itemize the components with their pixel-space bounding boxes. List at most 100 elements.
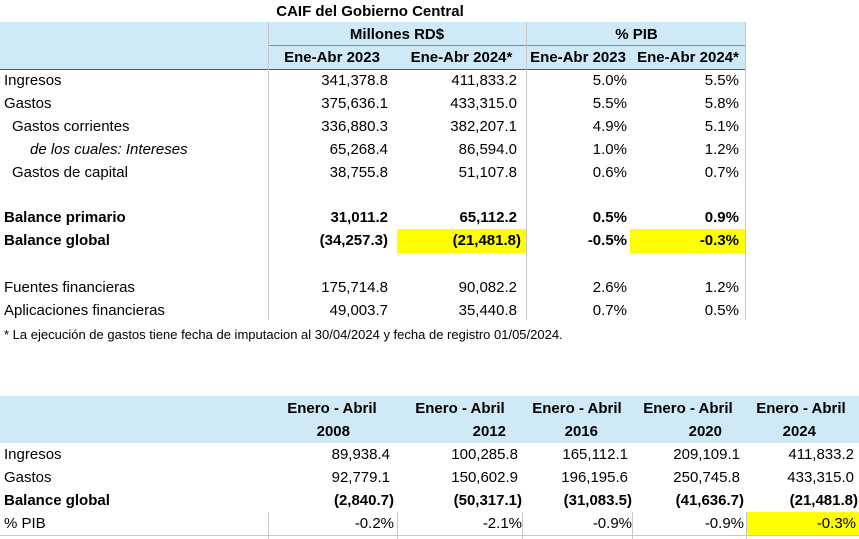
t2-col-header: Enero - Abril — [287, 400, 377, 417]
cell: -0.3% — [699, 232, 739, 249]
cell: 1.2% — [704, 279, 739, 296]
table-row: Ingresos 341,378.8 411,833.2 5.0% 5.5% — [0, 69, 746, 92]
table1-title: CAIF del Gobierno Central — [276, 3, 464, 20]
cell: -0.9% — [704, 515, 744, 532]
table2-sep — [397, 512, 398, 539]
cell: 0.5% — [704, 302, 739, 319]
table-row: Fuentes financieras 175,714.8 90,082.2 2… — [0, 276, 746, 299]
highlight-cell — [397, 229, 526, 253]
cell: (21,481.8) — [452, 232, 521, 249]
cell: -0.5% — [587, 232, 627, 249]
table-row: Aplicaciones financieras 49,003.7 35,440… — [0, 299, 746, 322]
group-underline-pib — [527, 45, 746, 46]
row-label: Gastos — [4, 469, 52, 486]
cell: (50,317.1) — [453, 492, 522, 509]
cell: 196,195.6 — [561, 469, 628, 486]
table-row: de los cuales: Intereses 65,268.4 86,594… — [0, 138, 746, 161]
cell: 341,378.8 — [321, 72, 388, 89]
col-header-pib-2024: Ene-Abr 2024* — [637, 49, 739, 66]
cell: (2,840.7) — [333, 492, 394, 509]
cell: 65,112.2 — [459, 209, 517, 226]
cell: (21,481.8) — [789, 492, 858, 509]
cell: 175,714.8 — [321, 279, 388, 296]
table-row: Gastos 375,636.1 433,315.0 5.5% 5.8% — [0, 92, 746, 115]
cell: 4.9% — [592, 118, 627, 135]
cell: 375,636.1 — [321, 95, 388, 112]
table2-bottom-rule — [0, 535, 859, 536]
row-label: Gastos de capital — [12, 164, 128, 181]
cell: (34,257.3) — [319, 232, 388, 249]
row-label: Gastos — [4, 95, 52, 112]
highlight-cell — [747, 512, 859, 536]
cell: 411,833.2 — [451, 72, 517, 89]
cell: 86,594.0 — [458, 141, 517, 158]
table1-footnote: * La ejecución de gastos tiene fecha de … — [4, 327, 563, 342]
table-row: Ingresos 89,938.4 100,285.8 165,112.1 20… — [0, 443, 859, 466]
t2-col-header: Enero - Abril — [643, 400, 733, 417]
cell: 35,440.8 — [458, 302, 517, 319]
row-label: Ingresos — [4, 72, 62, 89]
t2-col-header: Enero - Abril — [532, 400, 622, 417]
cell: 5.5% — [704, 72, 739, 89]
cell: 0.7% — [592, 302, 627, 319]
cell: 5.8% — [704, 95, 739, 112]
cell: 1.2% — [704, 141, 739, 158]
cell: 0.9% — [704, 209, 739, 226]
t2-col-year: 2020 — [688, 423, 722, 440]
cell: 0.7% — [704, 164, 739, 181]
cell: (41,636.7) — [675, 492, 744, 509]
table1-sep — [268, 22, 269, 320]
table1-sep — [745, 22, 746, 320]
cell: 2.6% — [592, 279, 627, 296]
cell: 0.5% — [592, 209, 627, 226]
table2-header-band — [0, 396, 859, 443]
cell: 100,285.8 — [451, 446, 518, 463]
cell: 1.0% — [592, 141, 627, 158]
table-row: Balance global (34,257.3) (21,481.8) -0.… — [0, 229, 746, 252]
table-row: Gastos 92,779.1 150,602.9 196,195.6 250,… — [0, 466, 859, 489]
table-row: Balance global (2,840.7) (50,317.1) (31,… — [0, 489, 859, 512]
row-label: % PIB — [4, 515, 46, 532]
row-label: Gastos corrientes — [12, 118, 130, 135]
cell: 209,109.1 — [673, 446, 740, 463]
row-label: Balance global — [4, 492, 110, 509]
col-header-mil-2023: Ene-Abr 2023 — [284, 49, 380, 66]
cell: 382,207.1 — [450, 118, 517, 135]
t2-col-year: 2024 — [782, 423, 816, 440]
cell: (31,083.5) — [563, 492, 632, 509]
cell: 250,745.8 — [673, 469, 740, 486]
group-header-pib: % PIB — [615, 26, 658, 43]
cell: 5.0% — [592, 72, 627, 89]
t2-col-header: Enero - Abril — [415, 400, 505, 417]
col-header-pib-2023: Ene-Abr 2023 — [530, 49, 626, 66]
group-underline-millones — [268, 45, 526, 46]
table2-sep — [746, 512, 747, 539]
t2-col-year: 2016 — [564, 423, 598, 440]
col-header-mil-2024: Ene-Abr 2024* — [410, 49, 513, 66]
cell: 0.6% — [592, 164, 627, 181]
cell: 433,315.0 — [450, 95, 517, 112]
group-header-millones: Millones RD$ — [349, 26, 445, 43]
cell: 336,880.3 — [321, 118, 388, 135]
cell: 433,315.0 — [787, 469, 854, 486]
cell: 31,011.2 — [330, 209, 388, 226]
cell: 90,082.2 — [458, 279, 517, 296]
cell: -0.3% — [816, 515, 856, 532]
table-row: Gastos corrientes 336,880.3 382,207.1 4.… — [0, 115, 746, 138]
cell: 49,003.7 — [329, 302, 388, 319]
row-label: Fuentes financieras — [4, 279, 135, 296]
cell: 5.1% — [704, 118, 739, 135]
cell: 150,602.9 — [451, 469, 518, 486]
table1-header-rule — [0, 69, 746, 70]
row-label: Balance primario — [4, 209, 126, 226]
highlight-cell — [630, 229, 745, 253]
cell: -2.1% — [482, 515, 522, 532]
cell: 92,779.1 — [331, 469, 390, 486]
cell: 89,938.4 — [331, 446, 390, 463]
t2-col-year: 2008 — [316, 423, 350, 440]
table1-sep — [526, 22, 527, 320]
t2-col-header: Enero - Abril — [756, 400, 846, 417]
cell: 411,833.2 — [788, 446, 854, 463]
cell: 38,755.8 — [329, 164, 388, 181]
cell: 51,107.8 — [458, 164, 517, 181]
